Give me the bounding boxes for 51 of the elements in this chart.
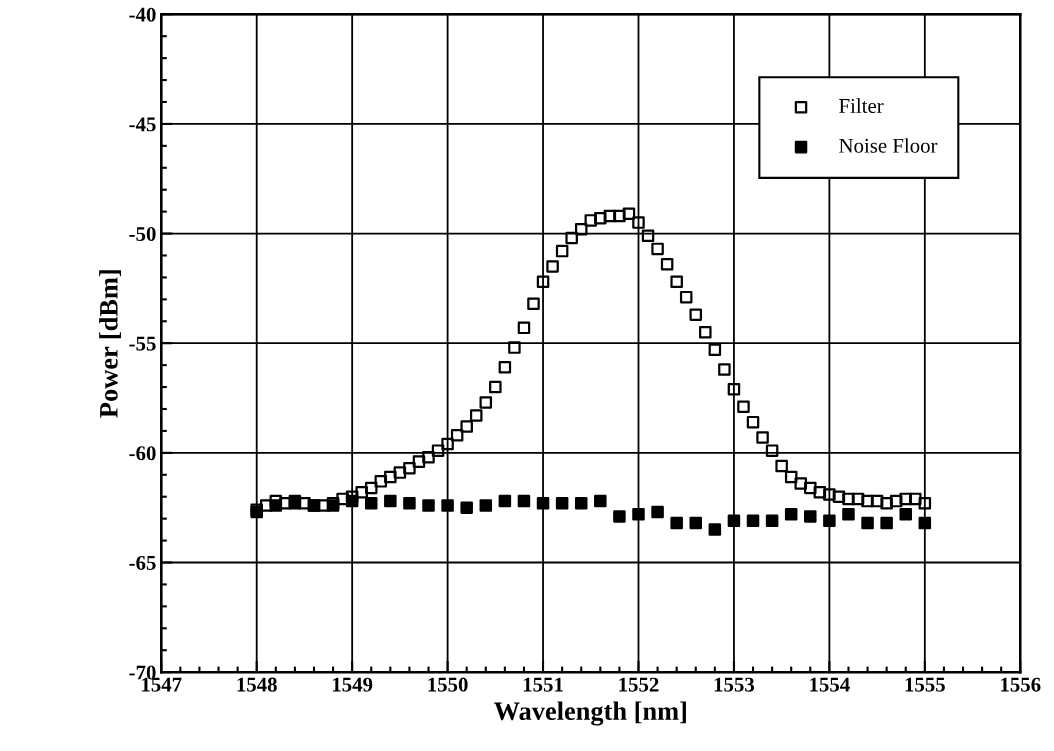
point	[746, 514, 760, 528]
point	[555, 497, 569, 510]
x-tick-label: 1551	[523, 677, 563, 692]
point	[498, 494, 512, 508]
x-tick-label: 1549	[332, 677, 373, 692]
y-tick-label: -60	[129, 446, 156, 461]
point	[784, 507, 798, 521]
point	[403, 497, 416, 510]
point	[804, 510, 817, 523]
point	[594, 494, 607, 508]
point	[670, 516, 683, 530]
x-axis-title: Wavelength [nm]	[494, 701, 686, 726]
y-tick-label: -40	[129, 7, 156, 22]
y-tick-label: -45	[129, 117, 156, 132]
x-tick-label: 1550	[428, 677, 468, 692]
y-tick-label: -65	[129, 555, 156, 570]
legend-label: Noise Floor	[839, 138, 938, 153]
x-tick-label: 1548	[237, 677, 277, 692]
point	[861, 516, 874, 530]
point	[842, 507, 855, 521]
point	[345, 494, 359, 508]
point	[384, 494, 397, 508]
point	[479, 499, 493, 512]
point	[765, 514, 779, 528]
point	[574, 497, 588, 510]
point	[269, 499, 283, 512]
point	[422, 499, 435, 512]
y-tick-label: -50	[129, 226, 156, 241]
point	[689, 516, 703, 530]
point	[651, 505, 664, 519]
x-tick-label: 1556	[1001, 677, 1041, 692]
legend-label: Filter	[839, 98, 884, 113]
point	[918, 516, 932, 530]
x-tick-label: 1555	[905, 677, 945, 692]
point	[727, 514, 741, 528]
point	[613, 510, 626, 523]
y-tick-label: -55	[129, 336, 156, 351]
point	[823, 514, 836, 528]
x-tick-label: 1554	[810, 677, 850, 692]
point	[899, 507, 912, 521]
point	[364, 497, 378, 510]
point	[708, 523, 722, 536]
y-axis-title: Power [dBm]	[99, 270, 121, 418]
x-tick-label: 1553	[714, 677, 755, 692]
x-tick-label: 1552	[619, 677, 659, 692]
point	[632, 507, 645, 521]
point	[536, 497, 550, 510]
point	[460, 501, 473, 514]
point	[517, 494, 531, 508]
point	[441, 499, 454, 512]
point	[880, 516, 893, 530]
